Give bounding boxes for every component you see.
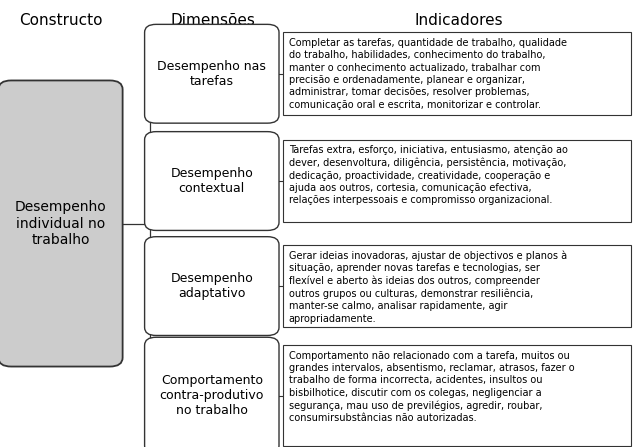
FancyBboxPatch shape [145, 132, 279, 231]
Text: Desempenho nas
tarefas: Desempenho nas tarefas [157, 60, 266, 88]
Text: Dimensões: Dimensões [171, 13, 256, 28]
FancyBboxPatch shape [283, 245, 631, 327]
Text: Desempenho
individual no
trabalho: Desempenho individual no trabalho [15, 200, 106, 247]
Text: Comportamento
contra-produtivo
no trabalho: Comportamento contra-produtivo no trabal… [160, 374, 264, 417]
FancyBboxPatch shape [283, 345, 631, 446]
Text: Tarefas extra, esforço, iniciativa, entusiasmo, atenção ao
dever, desenvoltura, : Tarefas extra, esforço, iniciativa, entu… [289, 145, 568, 205]
Text: Indicadores: Indicadores [414, 13, 503, 28]
FancyBboxPatch shape [283, 139, 631, 223]
FancyBboxPatch shape [145, 237, 279, 335]
Text: Constructo: Constructo [18, 13, 103, 28]
FancyBboxPatch shape [0, 80, 122, 367]
FancyBboxPatch shape [145, 25, 279, 123]
Text: Gerar ideias inovadoras, ajustar de objectivos e planos à
situação, aprender nov: Gerar ideias inovadoras, ajustar de obje… [289, 250, 567, 324]
FancyBboxPatch shape [145, 337, 279, 447]
Text: Desempenho
adaptativo: Desempenho adaptativo [171, 272, 253, 300]
Text: Completar as tarefas, quantidade de trabalho, qualidade
do trabalho, habilidades: Completar as tarefas, quantidade de trab… [289, 38, 566, 110]
Text: Desempenho
contextual: Desempenho contextual [171, 167, 253, 195]
Text: Comportamento não relacionado com a tarefa, muitos ou
grandes intervalos, absent: Comportamento não relacionado com a tare… [289, 350, 574, 423]
FancyBboxPatch shape [283, 33, 631, 115]
